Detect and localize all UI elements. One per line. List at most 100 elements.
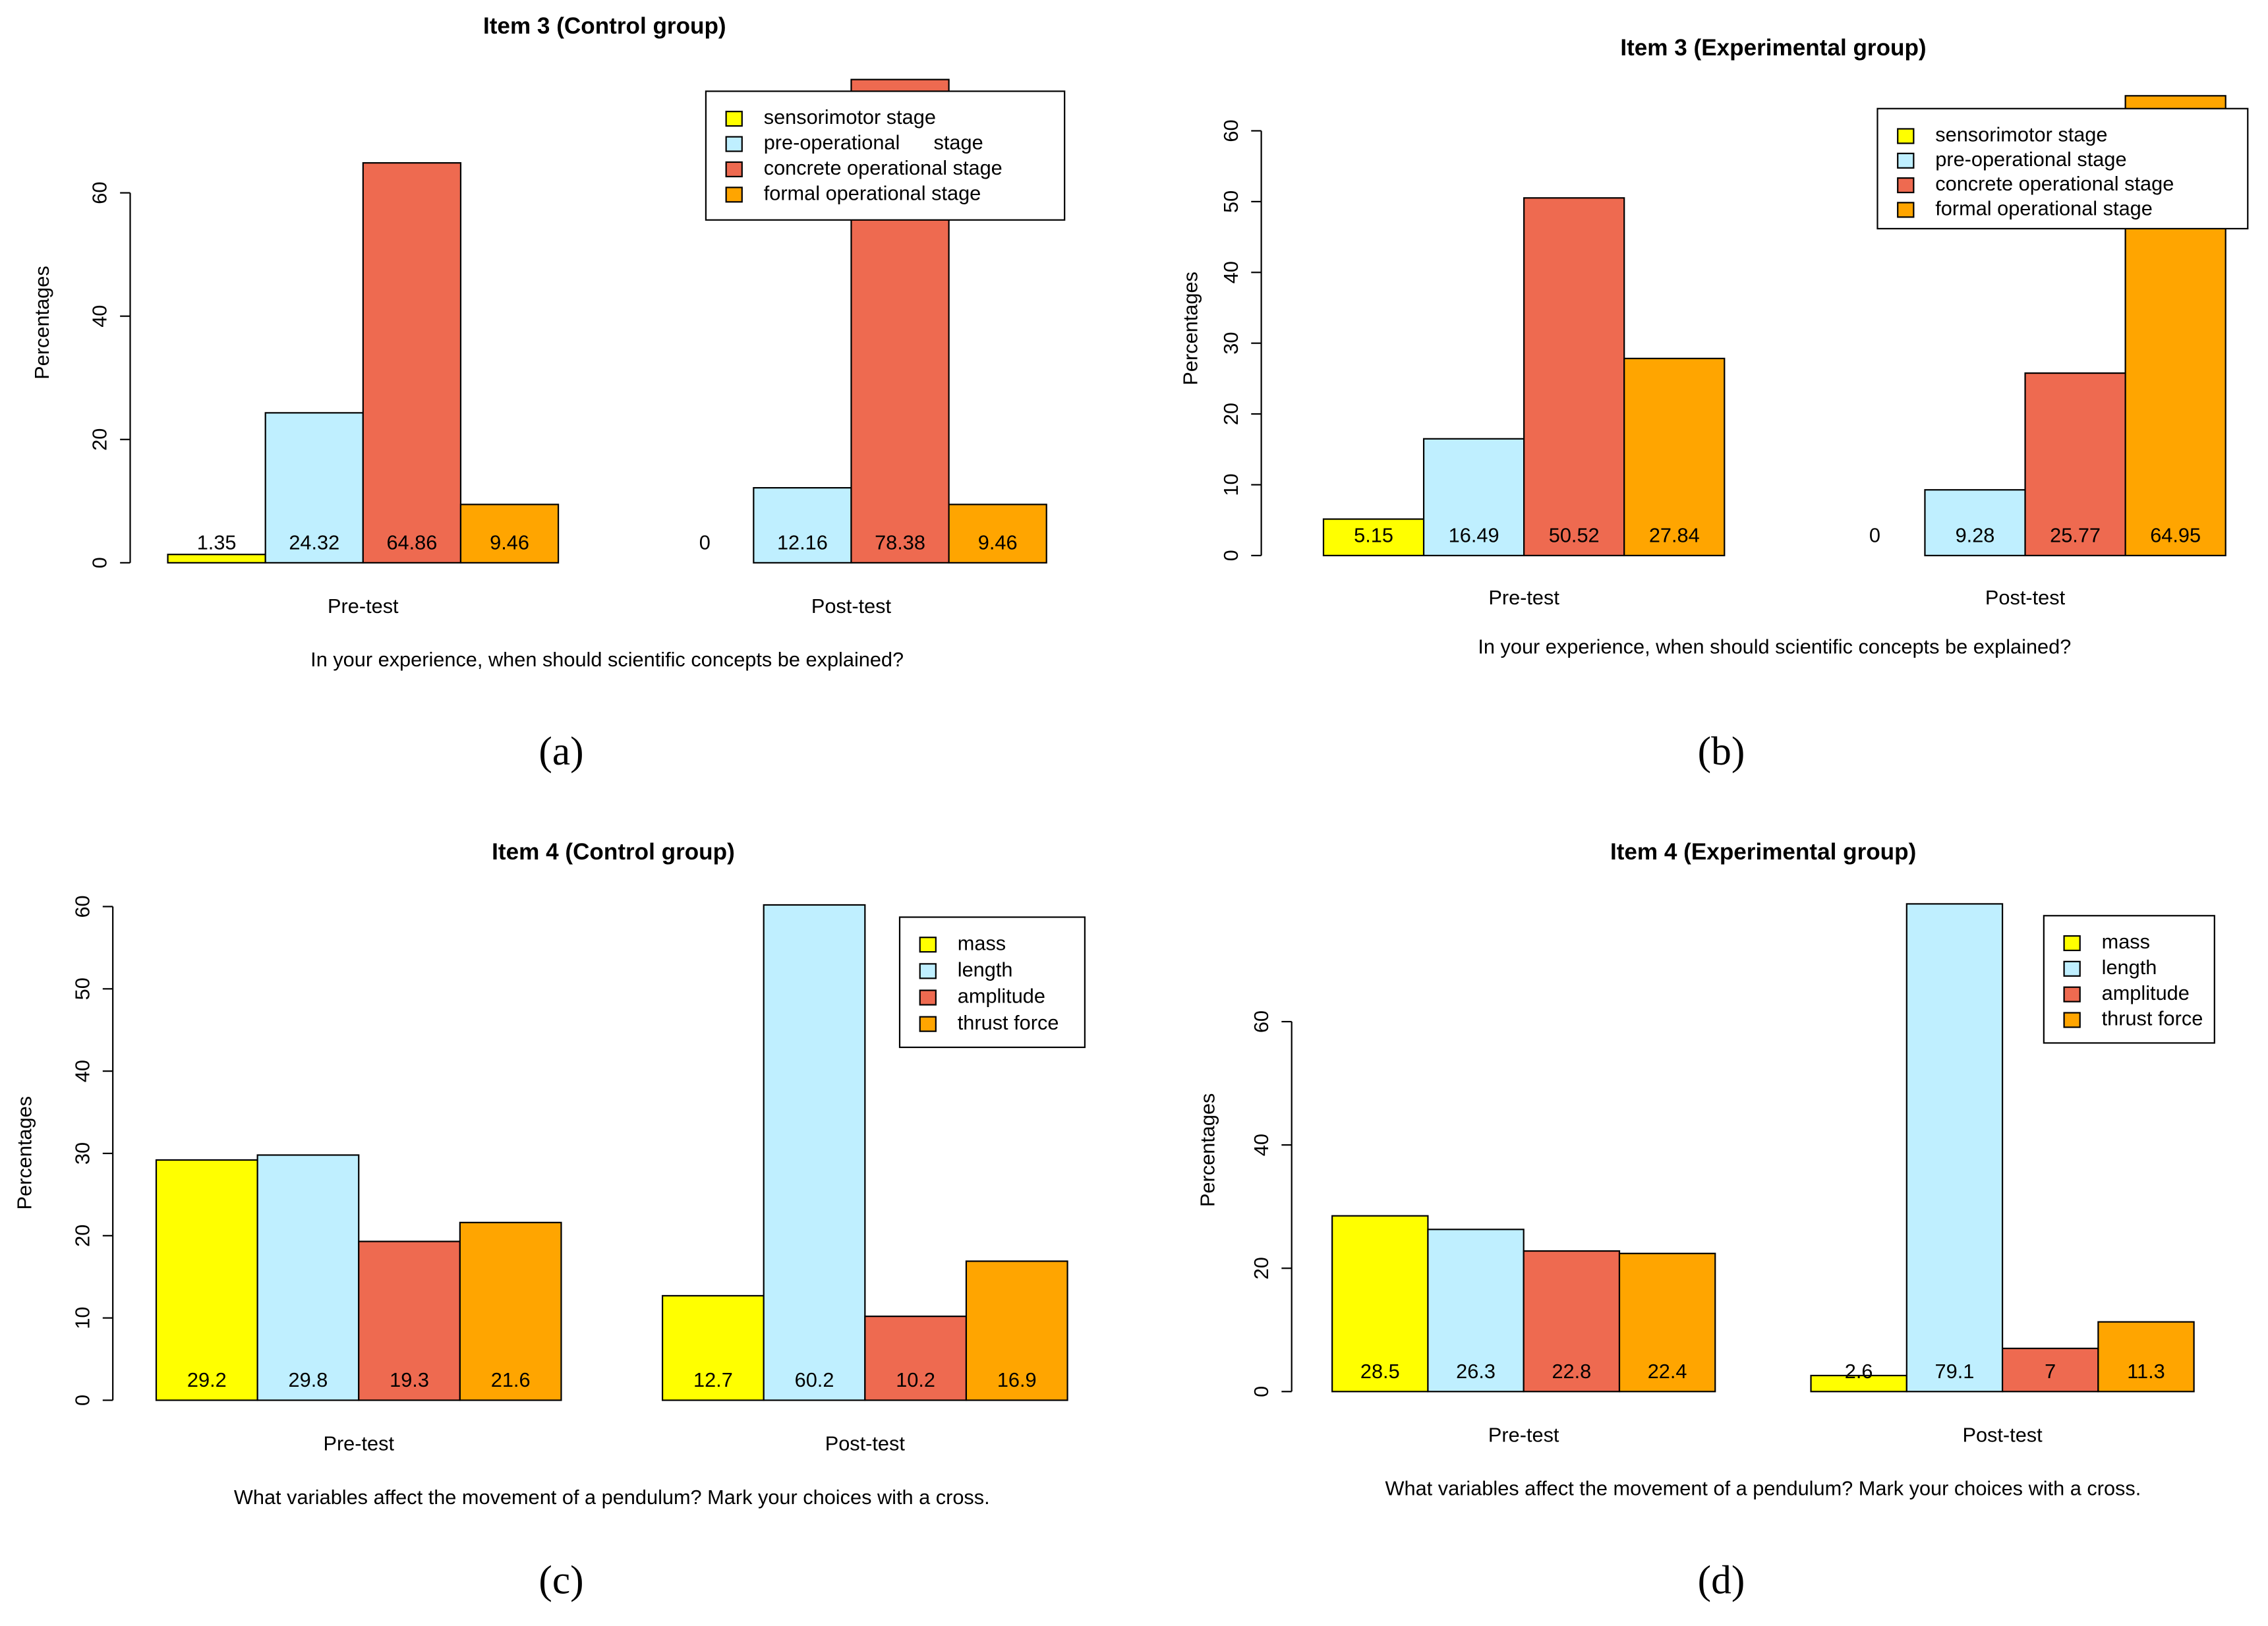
y-tick-label: 60 <box>88 182 111 204</box>
x-axis-label: In your experience, when should scientif… <box>310 648 904 671</box>
bar <box>1322 518 1425 556</box>
x-tick-label: Post-test <box>1962 1423 2043 1446</box>
legend-label: concrete operational stage <box>1935 172 2174 195</box>
y-axis-label: Percentages <box>1178 272 1202 385</box>
legend-label: mass <box>958 931 1006 954</box>
legend-swatch <box>919 1016 937 1032</box>
legend-swatch <box>1897 152 1915 169</box>
value-label: 24.32 <box>289 531 339 554</box>
x-tick-label: Pre-test <box>328 595 399 618</box>
bar <box>1905 903 2004 1393</box>
value-label: 22.8 <box>1552 1360 1591 1383</box>
value-label: 60.2 <box>795 1368 834 1391</box>
bar <box>459 1221 562 1401</box>
legend-swatch <box>2063 1012 2081 1028</box>
panel-label: (c) <box>538 1557 583 1602</box>
legend-swatch <box>1897 202 1915 218</box>
value-label: 1.35 <box>197 531 237 554</box>
legend-swatch <box>2063 960 2081 977</box>
bar <box>256 1154 360 1401</box>
value-label: 9.28 <box>1956 523 1995 546</box>
legend-label: length <box>958 958 1013 981</box>
y-tick-label: 0 <box>71 1395 94 1406</box>
legend-box <box>705 90 1066 221</box>
y-axis-label: Percentages <box>13 1096 36 1209</box>
value-label: 64.86 <box>386 531 437 554</box>
legend-box <box>1876 107 2249 230</box>
value-label: 2.6 <box>1845 1360 1873 1383</box>
bar <box>864 1316 968 1401</box>
legend-label: amplitude <box>2102 981 2190 1004</box>
bar <box>661 1294 765 1401</box>
panel-label: (a) <box>538 729 583 774</box>
legend-swatch <box>2063 986 2081 1002</box>
value-label: 26.3 <box>1456 1360 1496 1383</box>
bar <box>753 487 852 564</box>
bar <box>1523 197 1625 556</box>
legend-swatch <box>725 161 743 178</box>
bar <box>1618 1252 1716 1393</box>
y-tick-label: 50 <box>71 977 94 1000</box>
legend-swatch <box>1897 128 1915 144</box>
legend-label: sensorimotor stage <box>764 105 936 129</box>
value-label: 22.4 <box>1648 1360 1687 1383</box>
legend-swatch <box>2063 935 2081 952</box>
value-label: 9.46 <box>978 531 1018 554</box>
value-label: 79.1 <box>1935 1360 1975 1383</box>
bar <box>1623 357 1726 556</box>
legend-swatch <box>725 136 743 152</box>
y-tick-label: 0 <box>88 557 111 568</box>
y-tick-label: 10 <box>71 1307 94 1329</box>
value-label: 10.2 <box>896 1368 935 1391</box>
value-label: 16.49 <box>1449 523 1499 546</box>
legend-label: pre-operational stage <box>764 131 983 154</box>
legend-label: formal operational stage <box>764 181 981 204</box>
bar <box>358 1240 461 1401</box>
bar <box>763 904 866 1401</box>
legend-label: pre-operational stage <box>1935 148 2126 171</box>
bar <box>2024 372 2126 556</box>
value-label: 12.7 <box>693 1368 733 1391</box>
bar <box>362 162 462 564</box>
legend-label: sensorimotor stage <box>1935 123 2107 146</box>
legend-label: thrust force <box>2102 1007 2203 1030</box>
y-tick-label: 40 <box>88 305 111 328</box>
legend-label: length <box>2102 956 2157 979</box>
y-tick-label: 20 <box>71 1225 94 1247</box>
y-tick-label: 10 <box>1219 473 1242 496</box>
value-label: 9.46 <box>490 531 529 554</box>
value-label: 78.38 <box>875 531 925 554</box>
y-tick-label: 20 <box>88 428 111 451</box>
legend-label: amplitude <box>958 985 1045 1008</box>
bar <box>155 1159 258 1401</box>
y-tick-label: 30 <box>1219 332 1242 355</box>
bar <box>948 504 1047 564</box>
bar <box>459 504 560 564</box>
x-tick-label: Pre-test <box>1488 1423 1559 1446</box>
value-label: 28.5 <box>1360 1360 1400 1383</box>
x-axis-label: What variables affect the movement of a … <box>1385 1477 2141 1500</box>
value-label: 21.6 <box>491 1368 531 1391</box>
legend-label: mass <box>2102 930 2150 953</box>
x-tick-label: Post-test <box>1985 586 2066 609</box>
y-tick-label: 50 <box>1219 190 1242 213</box>
value-label: 50.52 <box>1549 523 1600 546</box>
y-tick-label: 20 <box>1250 1257 1273 1279</box>
legend-label: thrust force <box>958 1011 1059 1034</box>
y-tick-label: 0 <box>1219 550 1242 561</box>
bar <box>965 1260 1068 1401</box>
chart-title: Item 3 (Control group) <box>483 13 726 39</box>
bar <box>1523 1250 1621 1393</box>
bar <box>1427 1229 1525 1393</box>
y-tick-label: 30 <box>71 1142 94 1165</box>
value-label: 5.15 <box>1354 523 1393 546</box>
bar <box>167 554 266 564</box>
y-tick-label: 60 <box>1219 119 1242 142</box>
legend-swatch <box>725 111 743 127</box>
y-tick-label: 60 <box>71 895 94 917</box>
legend-label: formal operational stage <box>1935 196 2153 219</box>
bar <box>2097 1321 2195 1393</box>
x-tick-label: Post-test <box>825 1432 906 1455</box>
